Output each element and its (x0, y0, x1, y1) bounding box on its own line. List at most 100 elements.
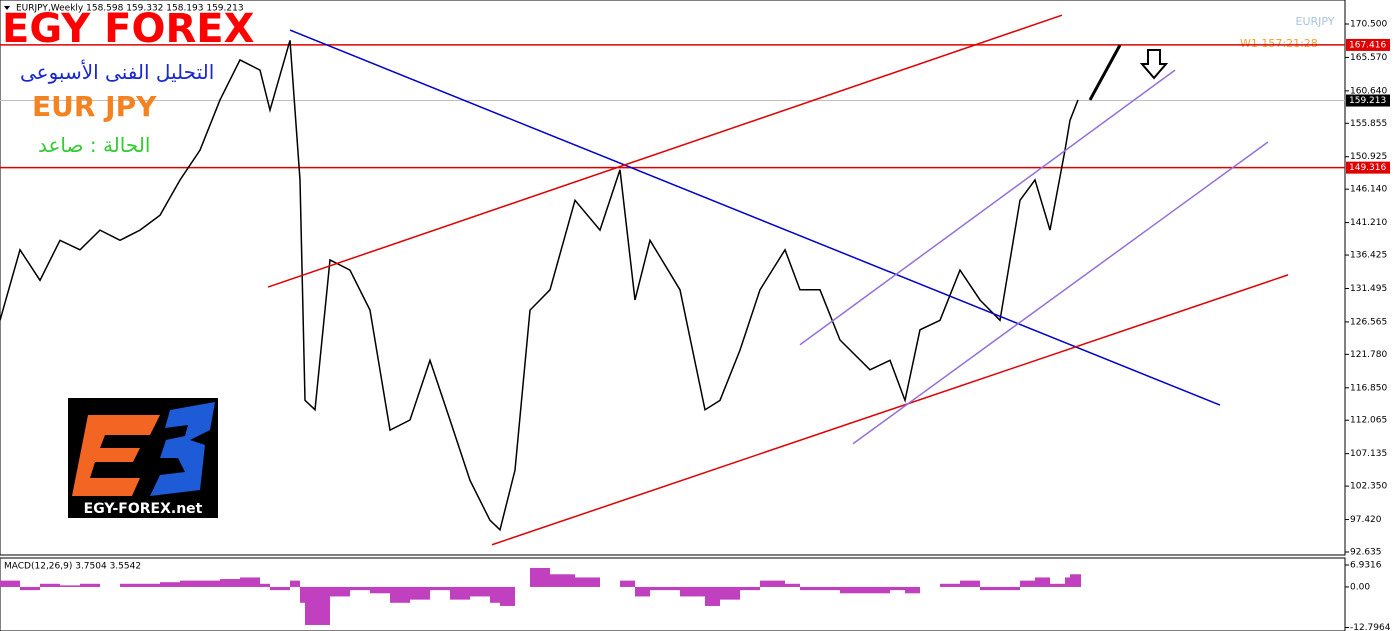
macd-bar (575, 577, 600, 587)
macd-bar (450, 586, 470, 600)
macd-bar (350, 586, 370, 591)
macd-bar (490, 586, 500, 603)
macd-bar (370, 586, 390, 594)
y-tick-label: 131.495 (1350, 284, 1387, 294)
y-tick-label: 107.135 (1350, 449, 1387, 459)
macd-bar (960, 580, 980, 587)
level-label: 167.416 (1349, 40, 1386, 50)
macd-bar (820, 586, 840, 591)
header: EURJPY,Weekly 158.598 159.332 158.193 15… (16, 4, 244, 14)
level-label: 159.213 (1349, 96, 1386, 106)
pair: EUR JPY (32, 90, 157, 123)
menu-triangle (4, 6, 10, 10)
macd-bar (650, 586, 680, 591)
y-tick-label: 102.350 (1350, 482, 1387, 492)
y-tick-label: 165.570 (1350, 53, 1387, 63)
price-line (0, 40, 1079, 532)
level-label: 149.316 (1349, 163, 1386, 173)
macd-bar (635, 586, 650, 597)
macd-bar (410, 586, 430, 600)
trend-line (289, 29, 1221, 406)
macd-bar (260, 583, 270, 587)
macd-bar (330, 586, 350, 597)
logo-text: EGY-FOREX.net (84, 501, 203, 517)
status: الحالة : صاعد (38, 133, 151, 157)
macd-bar (800, 586, 820, 591)
macd-bar (305, 586, 315, 625)
trend-line (491, 274, 1289, 546)
arrow-down (1139, 49, 1169, 80)
macd-bar (160, 582, 180, 587)
macd-bar (315, 586, 330, 625)
y-tick-label: 146.140 (1350, 185, 1387, 195)
macd-bar (40, 583, 60, 587)
macd-bar (300, 586, 305, 603)
macd-bar (740, 586, 760, 591)
macd-bar (1035, 577, 1050, 587)
macd-bar (1070, 574, 1078, 587)
macd-bar (1020, 580, 1035, 587)
macd-bar (785, 583, 800, 587)
trend-line (1088, 44, 1122, 101)
y-tick-label: 160.640 (1350, 86, 1387, 96)
macd-bar (270, 586, 290, 591)
macd-bar (60, 585, 80, 587)
macd-bar (720, 586, 740, 600)
macd-bar (840, 586, 870, 594)
macd-bar (1050, 583, 1065, 587)
trend-line (267, 14, 1063, 288)
trend-line (799, 69, 1176, 346)
macd-bar (980, 586, 1000, 591)
macd-title: MACD(12,26,9) 3.7504 3.5542 (4, 562, 141, 572)
macd-bar (0, 580, 20, 587)
macd-bar (240, 577, 260, 587)
macd-bar (1000, 586, 1020, 591)
macd-bar (550, 574, 575, 587)
macd-bar (20, 586, 40, 591)
macd-bar (290, 580, 300, 587)
macd-bar (500, 586, 515, 606)
y-tick-label: 116.850 (1350, 383, 1387, 393)
macd-bar (470, 586, 490, 597)
macd-bar (905, 586, 920, 594)
macd-bar (705, 586, 720, 606)
y-tick-label: 126.565 (1350, 317, 1387, 327)
y-tick-label: 136.425 (1350, 251, 1387, 261)
y-tick-label: 155.855 (1350, 119, 1387, 129)
logo-3 (150, 402, 215, 496)
macd-bar (890, 586, 905, 591)
subtitle: التحليل الفنى الأسبوعى (20, 60, 215, 84)
macd-bar (80, 583, 100, 587)
macd-bar (680, 586, 705, 597)
macd-bar (760, 580, 785, 587)
timer: W1 157:21:28 (1240, 37, 1318, 50)
level-box (1346, 38, 1390, 51)
y-tick-label: 92.635 (1350, 547, 1382, 557)
macd-bar (390, 586, 410, 603)
y-tick-label: 0.00 (1350, 582, 1370, 592)
macd-bar (220, 579, 240, 587)
y-tick-label: 112.065 (1350, 416, 1387, 426)
macd-bar (1065, 577, 1070, 587)
macd-bar (140, 583, 160, 587)
level-box (1346, 161, 1390, 174)
logo: EGY-FOREX.net (68, 398, 218, 518)
logo-e (72, 415, 160, 496)
macd-bar (120, 583, 140, 587)
macd-bar (200, 580, 220, 587)
macd-bar (870, 586, 890, 594)
macd-bar (940, 583, 960, 587)
macd-bar (430, 586, 450, 591)
y-tick-label: 170.500 (1350, 20, 1387, 30)
brand: EGY FOREX (2, 6, 255, 52)
macd-bar (1078, 574, 1081, 587)
y-tick-label: -12.7964 (1350, 623, 1391, 631)
y-tick-label: 97.420 (1350, 515, 1382, 525)
macd-bar (530, 567, 550, 587)
macd-bar (180, 580, 200, 587)
level-box (1346, 94, 1390, 107)
symbol: EURJPY (1296, 15, 1335, 28)
y-tick-label: 150.925 (1350, 152, 1387, 162)
